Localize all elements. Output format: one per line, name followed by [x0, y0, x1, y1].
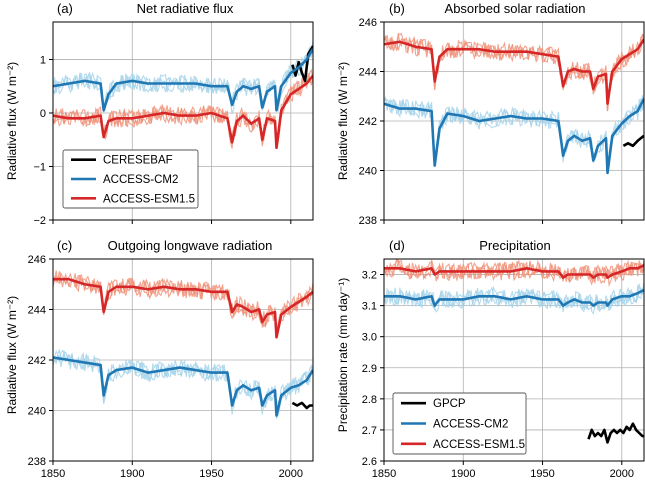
y-tick-label: 238: [28, 456, 46, 468]
series-group-b: [384, 32, 644, 175]
panel-d: (d) Precipitation Precipitation rate (mm…: [336, 238, 551, 432]
y-tick-label: 2.6: [362, 456, 377, 468]
y-tick-label: 240: [28, 406, 46, 418]
legend-box: [392, 392, 527, 455]
x-tick-label: 2000: [610, 468, 634, 480]
series-line-access-cm2: [53, 356, 313, 417]
y-tick-label: 3.1: [362, 301, 377, 313]
plot-area-d: 2.6 2.7 2.8 2.9 3.0 3.1 3.2 1850 1900 1950 2000 GPC…: [362, 258, 645, 480]
series-line-ceresebaf: [291, 401, 313, 410]
panel-b-title: Absorbed solar radiation: [445, 1, 586, 16]
legend-label: ACCESS-CM2: [103, 174, 178, 186]
x-tick-label: 1950: [199, 468, 223, 480]
series-member-line: [384, 97, 644, 166]
y-tick-label: 3.0: [362, 332, 377, 344]
plot-area-a: −2 −1 0 1 CERESEBAF ACCESS-CM2 ACCESS-ESM1.5: [33, 21, 314, 227]
y-tick-label: 244: [28, 305, 46, 317]
legend-label: CERESEBAF: [103, 155, 173, 167]
legend-label: ACCESS-ESM1.5: [103, 193, 195, 205]
series-line-ceresebaf: [291, 45, 313, 83]
x-tick-label: 1850: [372, 468, 396, 480]
series-member-line: [53, 73, 313, 147]
y-tick-label: 1: [40, 54, 46, 66]
panel-b-label: (b): [389, 1, 405, 16]
panel-d-label: (d): [389, 238, 405, 253]
x-tick-label: 1900: [120, 468, 144, 480]
series-member-line: [53, 42, 313, 114]
panel-b: (b) Absorbed solar radiation Radiative f…: [336, 1, 585, 180]
y-tick-label: 3.2: [362, 270, 377, 282]
panel-c: (c) Outgoing longwave radiation Radiativ…: [5, 238, 272, 414]
series-line-access-esm1-5: [53, 277, 313, 339]
legend: GPCP ACCESS-CM2 ACCESS-ESM1.5: [392, 392, 527, 455]
series-member-line: [53, 274, 313, 337]
panel-d-title: Precipitation: [479, 238, 551, 253]
legend-label: ACCESS-ESM1.5: [433, 439, 525, 451]
x-tick-label: 2000: [279, 468, 303, 480]
series-line-access-cm2: [384, 98, 644, 175]
series-line-ceresebaf: [622, 134, 644, 148]
panel-d-ylabel: Precipitation rate (mm day⁻¹): [336, 278, 350, 432]
x-tick-label: 1950: [530, 468, 554, 480]
y-tick-label: 2.9: [362, 363, 377, 375]
y-tick-label: 244: [359, 67, 377, 79]
x-tick-label: 1850: [41, 468, 65, 480]
series-line-access-cm2: [53, 48, 313, 112]
y-tick-label: 246: [28, 254, 46, 266]
y-tick-label: 242: [359, 116, 377, 128]
legend-label: GPCP: [433, 398, 466, 410]
plot-area-c: 238 240 242 244 246 1850 1900 1950 2000: [28, 254, 314, 480]
series-member-line: [384, 259, 644, 283]
series-group-a: [53, 40, 313, 150]
y-tick-label: 2.7: [362, 425, 377, 437]
series-line-access-esm1-5: [384, 264, 644, 279]
y-tick-label: 240: [359, 166, 377, 178]
series-member-line: [384, 95, 644, 165]
series-line-gpcp: [587, 422, 644, 444]
legend-label: ACCESS-CM2: [433, 419, 508, 431]
panel-a: (a) Net radiative flux Radiative flux (W…: [5, 1, 234, 180]
panel-c-label: (c): [57, 238, 72, 253]
y-tick-label: −1: [33, 161, 46, 173]
panel-c-title: Outgoing longwave radiation: [108, 238, 273, 253]
legend: CERESEBAF ACCESS-CM2 ACCESS-ESM1.5: [62, 149, 199, 209]
axes-frame: [52, 21, 314, 221]
y-tick-label: 2.8: [362, 394, 377, 406]
panel-b-ylabel: Radiative flux (W m⁻²): [336, 62, 350, 180]
series-member-line: [53, 349, 313, 420]
panel-c-ylabel: Radiative flux (W m⁻²): [5, 296, 19, 414]
y-tick-label: −2: [33, 215, 46, 227]
y-tick-label: 246: [359, 17, 377, 29]
y-tick-label: 0: [40, 108, 46, 120]
axes-frame: [383, 258, 645, 462]
panel-a-title: Net radiative flux: [137, 1, 234, 16]
series-member-line: [384, 34, 644, 112]
y-tick-label: 242: [28, 355, 46, 367]
y-tick-label: 238: [359, 215, 377, 227]
series-line-access-cm2: [384, 288, 644, 307]
panel-a-label: (a): [57, 1, 73, 16]
series-member-line: [384, 33, 644, 111]
series-group-d: [384, 259, 644, 444]
series-member-line: [53, 271, 313, 338]
x-tick-label: 1900: [451, 468, 475, 480]
series-group-c: [53, 270, 313, 420]
series-line-access-esm1-5: [53, 74, 313, 150]
plot-area-b: 238 240 242 244 246: [359, 17, 645, 227]
series-line-access-esm1-5: [384, 38, 644, 105]
legend-box: [62, 149, 199, 209]
panel-a-ylabel: Radiative flux (W m⁻²): [5, 62, 19, 180]
series-member-line: [384, 259, 644, 285]
series-member-line: [53, 350, 313, 419]
